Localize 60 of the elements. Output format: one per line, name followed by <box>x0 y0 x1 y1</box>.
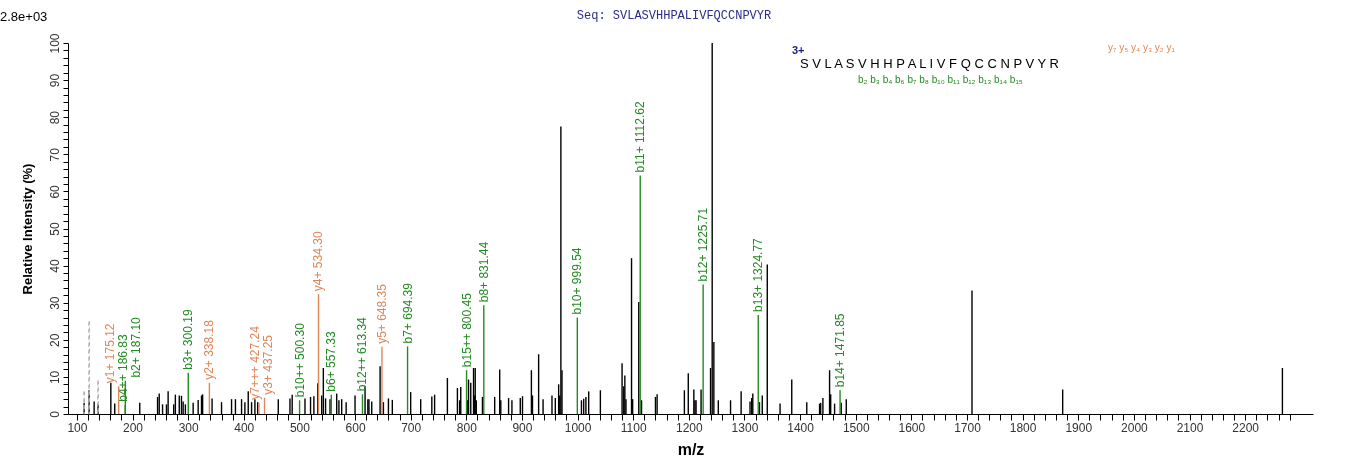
data-label: b14+ 1471.85 <box>833 313 848 388</box>
data-label: b7+ 694.39 <box>400 282 415 344</box>
x-tick-label: 1100 <box>620 420 647 435</box>
x-tick-label: 600 <box>345 420 366 435</box>
x-tick-label: 300 <box>178 420 199 435</box>
data-label: b10+ 999.54 <box>570 247 585 315</box>
x-tick-label: 1300 <box>731 420 759 435</box>
data-label: y5+ 648.35 <box>374 283 389 344</box>
y-tick-label: 50 <box>47 222 62 236</box>
data-label: b11+ 1112.62 <box>633 101 648 173</box>
data-label: y4+ 534.30 <box>311 231 326 292</box>
y-tick-label: 60 <box>47 184 62 199</box>
x-tick-label: 1000 <box>564 420 592 435</box>
y-tick-label: 90 <box>47 73 62 88</box>
data-label: b10++ 500.30 <box>292 322 307 398</box>
x-tick-label: 700 <box>401 420 422 435</box>
x-tick-label: 500 <box>289 420 311 435</box>
data-label: y1+ 175.12 <box>103 323 118 384</box>
x-tick-label: 1200 <box>675 420 703 435</box>
chart-title: Seq: SVLASVHHPALIVFQCCNPVYR <box>576 9 772 23</box>
x-tick-label: 800 <box>456 420 478 435</box>
data-label: y3+ 437.25 <box>261 334 276 395</box>
y-tick-label: 70 <box>47 147 62 162</box>
data-label: b3+ 300.19 <box>181 309 196 370</box>
data-label: y7+++ 427.24 <box>248 325 263 400</box>
data-label: b15++ 800.45 <box>459 292 474 368</box>
annotation: y₇ y₅ y₄ y₃ y₂ y₁ <box>1108 42 1176 53</box>
x-tick-label: 2200 <box>1232 420 1260 435</box>
annotation: 3+ <box>792 44 805 56</box>
x-tick-label: 100 <box>67 420 88 435</box>
y-tick-label: 20 <box>47 333 62 347</box>
x-tick-label: 1600 <box>898 420 926 435</box>
y-tick-label: 30 <box>47 296 62 310</box>
data-label: b13+ 1324.77 <box>751 237 766 312</box>
x-tick-label: 400 <box>234 420 255 435</box>
y-tick-label: 100 <box>47 33 62 54</box>
data-label: b6+ 557.33 <box>324 330 339 392</box>
x-tick-label: 1500 <box>842 420 870 435</box>
y-tick-label: 80 <box>47 110 62 125</box>
x-tick-label: 1800 <box>1009 420 1037 435</box>
x-tick-label: 900 <box>512 420 533 435</box>
x-tick-label: 1700 <box>954 420 982 435</box>
y-tick-label: 0 <box>47 410 62 418</box>
data-label: y2+ 338.18 <box>202 319 217 380</box>
x-tick-label: 1400 <box>787 420 815 435</box>
y-axis-title: Relative Intensity (%) <box>19 163 35 295</box>
data-label: b2+ 187.10 <box>129 316 144 378</box>
x-tick-label: 200 <box>123 420 144 435</box>
x-tick-label: 2100 <box>1176 420 1204 435</box>
x-tick-label: 1900 <box>1065 420 1093 435</box>
data-label: b8+ 831.44 <box>476 241 491 303</box>
annotation: S V L A S V H H P A L I V F Q C C N P V Y R <box>800 56 1059 71</box>
y-tick-label: 40 <box>47 259 62 273</box>
data-label: b12++ 613.34 <box>355 316 370 392</box>
y-tick-label: 10 <box>47 370 62 385</box>
x-axis-title: m/z <box>677 440 705 458</box>
text: 2.8e+03 <box>0 9 48 24</box>
x-tick-label: 2000 <box>1121 420 1149 435</box>
annotation: b₂ b₃ b₄ b₆ b₇ b₈ b₁₀ b₁₁ b₁₂ b₁₃ b₁₄ b₁₅ <box>858 74 1023 85</box>
data-label: b12+ 1225.71 <box>696 207 711 282</box>
